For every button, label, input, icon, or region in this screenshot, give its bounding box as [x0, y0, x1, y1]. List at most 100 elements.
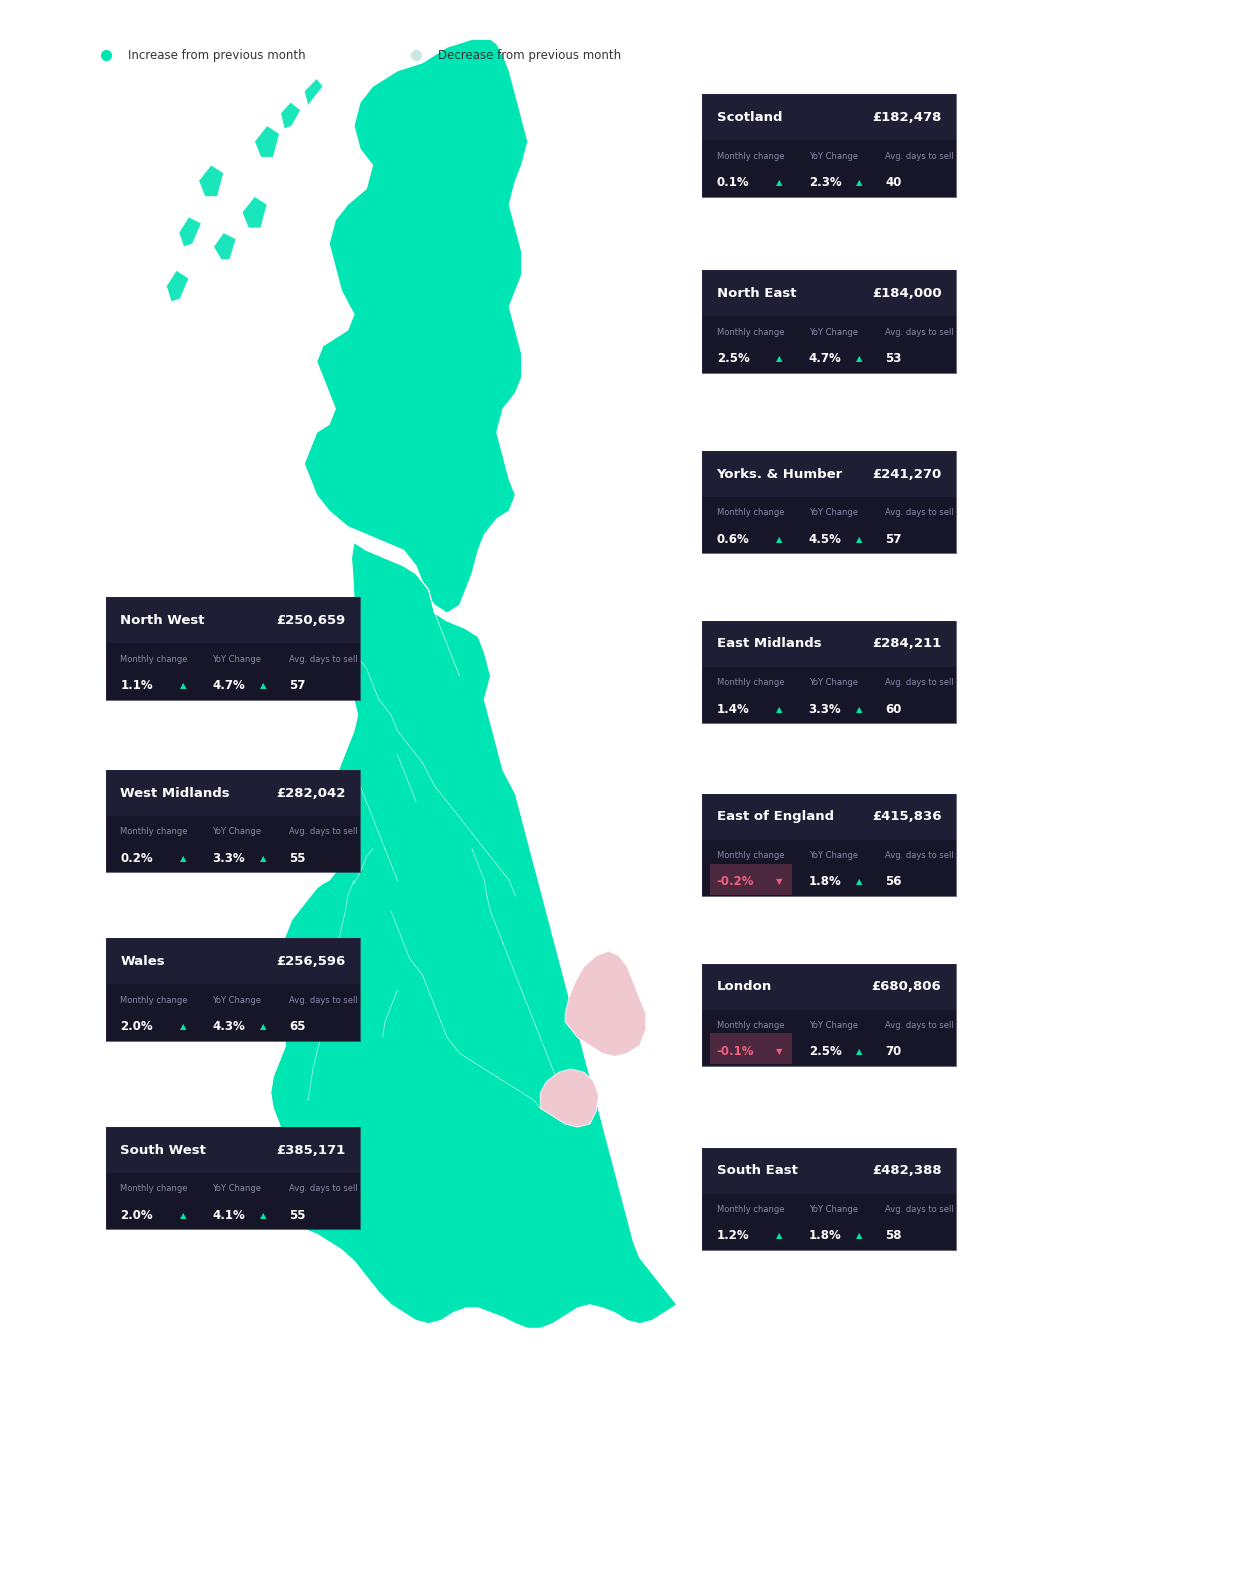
FancyBboxPatch shape — [702, 316, 956, 373]
Text: Monthly change: Monthly change — [120, 995, 188, 1005]
Text: YoY Change: YoY Change — [809, 678, 858, 687]
FancyBboxPatch shape — [702, 794, 956, 839]
Text: 55: 55 — [289, 1209, 306, 1221]
Text: 0.6%: 0.6% — [717, 533, 749, 545]
Text: YoY Change: YoY Change — [212, 827, 262, 836]
FancyBboxPatch shape — [702, 839, 956, 896]
Text: 3.3%: 3.3% — [809, 703, 841, 715]
FancyBboxPatch shape — [106, 816, 360, 872]
FancyBboxPatch shape — [702, 964, 956, 1009]
FancyBboxPatch shape — [106, 643, 360, 700]
Text: Avg. days to sell: Avg. days to sell — [289, 827, 358, 836]
Polygon shape — [166, 270, 189, 302]
FancyBboxPatch shape — [702, 140, 956, 196]
Text: Monthly change: Monthly change — [120, 654, 188, 663]
Text: 2.3%: 2.3% — [809, 176, 841, 189]
Text: YoY Change: YoY Change — [809, 151, 858, 160]
FancyBboxPatch shape — [702, 451, 956, 497]
FancyBboxPatch shape — [702, 667, 956, 723]
Text: 4.3%: 4.3% — [212, 1020, 245, 1033]
Text: East Midlands: East Midlands — [717, 637, 821, 651]
Text: 58: 58 — [886, 1229, 902, 1242]
Text: YoY Change: YoY Change — [212, 995, 262, 1005]
Text: £250,659: £250,659 — [276, 613, 345, 627]
Text: ▲: ▲ — [776, 534, 782, 544]
Text: Avg. days to sell: Avg. days to sell — [886, 850, 954, 860]
Text: Monthly change: Monthly change — [717, 678, 784, 687]
Text: ▲: ▲ — [776, 1231, 782, 1240]
Text: YoY Change: YoY Change — [809, 327, 858, 336]
Text: Monthly change: Monthly change — [120, 827, 188, 836]
FancyBboxPatch shape — [710, 1033, 792, 1064]
Text: £184,000: £184,000 — [872, 286, 941, 300]
FancyBboxPatch shape — [106, 1127, 360, 1173]
Text: Increase from previous month: Increase from previous month — [128, 49, 306, 61]
Text: Avg. days to sell: Avg. days to sell — [886, 327, 954, 336]
Text: £241,270: £241,270 — [872, 467, 941, 481]
Text: Monthly change: Monthly change — [120, 1184, 188, 1193]
FancyBboxPatch shape — [106, 938, 360, 984]
Text: £256,596: £256,596 — [276, 954, 345, 968]
Text: ▲: ▲ — [776, 178, 782, 187]
Text: YoY Change: YoY Change — [809, 508, 858, 517]
Text: 57: 57 — [886, 533, 902, 545]
Text: ▲: ▲ — [856, 1047, 862, 1056]
Text: ▲: ▲ — [180, 1022, 186, 1031]
FancyBboxPatch shape — [702, 1009, 956, 1066]
Text: Avg. days to sell: Avg. days to sell — [289, 995, 358, 1005]
Text: ▲: ▲ — [856, 354, 862, 363]
FancyBboxPatch shape — [702, 1148, 956, 1193]
Text: £182,478: £182,478 — [872, 110, 941, 124]
Text: ▲: ▲ — [260, 681, 266, 690]
Text: £482,388: £482,388 — [872, 1163, 941, 1177]
Text: 2.0%: 2.0% — [120, 1020, 153, 1033]
FancyBboxPatch shape — [106, 597, 360, 643]
Text: YoY Change: YoY Change — [809, 1204, 858, 1214]
Text: 60: 60 — [886, 703, 902, 715]
Text: North East: North East — [717, 286, 796, 300]
Text: South West: South West — [120, 1143, 206, 1157]
Text: YoY Change: YoY Change — [809, 1020, 858, 1030]
Polygon shape — [540, 1069, 599, 1127]
Text: ▲: ▲ — [260, 1022, 266, 1031]
Text: -0.2%: -0.2% — [717, 876, 754, 888]
Text: £680,806: £680,806 — [872, 979, 941, 994]
FancyBboxPatch shape — [702, 497, 956, 553]
Text: Monthly change: Monthly change — [717, 508, 784, 517]
Text: ▲: ▲ — [180, 854, 186, 863]
Text: £282,042: £282,042 — [276, 786, 345, 800]
Text: East of England: East of England — [717, 810, 833, 824]
Text: 4.1%: 4.1% — [212, 1209, 245, 1221]
Text: ▲: ▲ — [260, 1210, 266, 1220]
Text: 2.5%: 2.5% — [809, 1045, 841, 1058]
Text: 53: 53 — [886, 352, 902, 365]
Text: Avg. days to sell: Avg. days to sell — [886, 678, 954, 687]
Text: Monthly change: Monthly change — [717, 327, 784, 336]
FancyBboxPatch shape — [106, 770, 360, 816]
Text: £415,836: £415,836 — [872, 810, 941, 824]
Polygon shape — [565, 951, 646, 1056]
Text: Avg. days to sell: Avg. days to sell — [289, 1184, 358, 1193]
Text: ▲: ▲ — [856, 877, 862, 887]
Polygon shape — [242, 196, 267, 228]
Text: 57: 57 — [289, 679, 306, 692]
Text: 2.5%: 2.5% — [717, 352, 749, 365]
Text: ▲: ▲ — [260, 854, 266, 863]
FancyBboxPatch shape — [702, 94, 956, 140]
Text: Monthly change: Monthly change — [717, 151, 784, 160]
Text: Monthly change: Monthly change — [717, 1204, 784, 1214]
Polygon shape — [179, 217, 201, 247]
Text: Avg. days to sell: Avg. days to sell — [886, 1020, 954, 1030]
Text: 70: 70 — [886, 1045, 902, 1058]
Polygon shape — [304, 79, 323, 105]
Text: Wales: Wales — [120, 954, 165, 968]
Text: 0.1%: 0.1% — [717, 176, 749, 189]
Polygon shape — [214, 233, 236, 259]
Text: 40: 40 — [886, 176, 902, 189]
Text: ▲: ▲ — [180, 1210, 186, 1220]
Text: Avg. days to sell: Avg. days to sell — [289, 654, 358, 663]
Text: Avg. days to sell: Avg. days to sell — [886, 508, 954, 517]
Text: YoY Change: YoY Change — [809, 850, 858, 860]
Text: South East: South East — [717, 1163, 797, 1177]
Text: 2.0%: 2.0% — [120, 1209, 153, 1221]
